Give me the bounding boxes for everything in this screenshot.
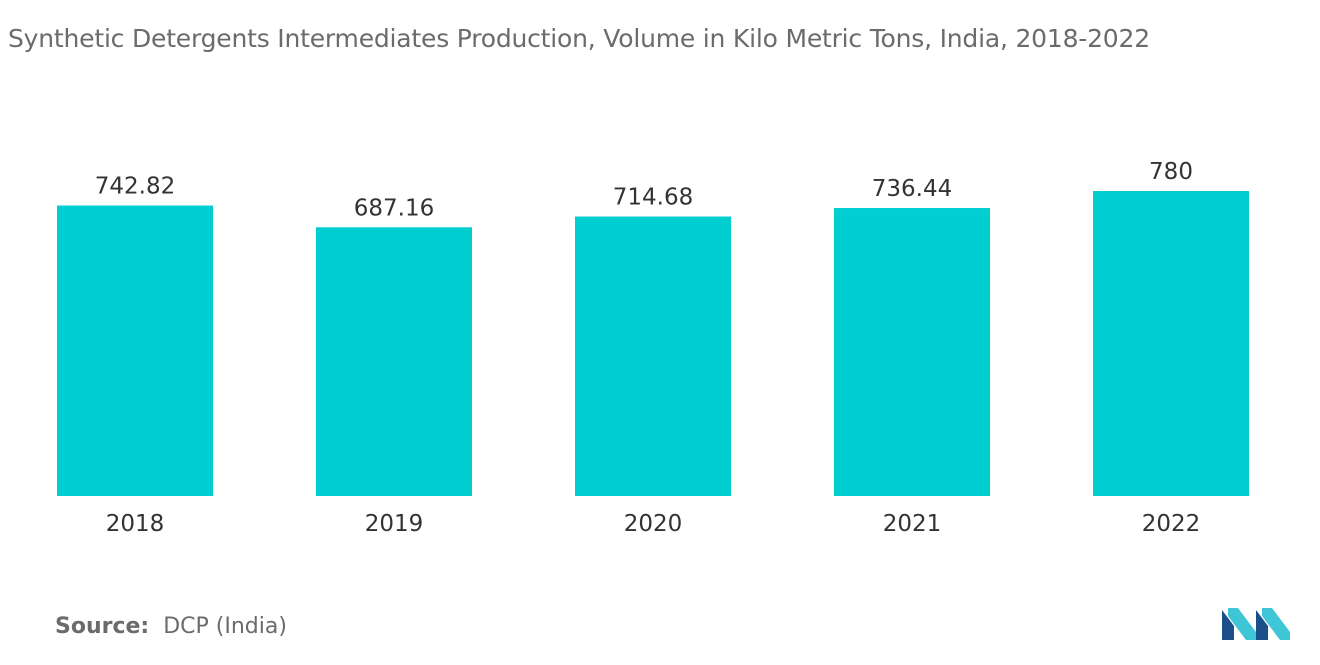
data-label-2022: 780 [1149, 159, 1193, 185]
source-text: DCP (India) [163, 614, 287, 639]
data-label-2021: 736.44 [872, 176, 952, 202]
bar-2018 [57, 205, 213, 496]
bar-chart: 742.82 687.16 714.68 736.44 780 2018 2019 2020… [57, 159, 1249, 537]
data-label-2020: 714.68 [613, 185, 693, 211]
mordor-intelligence-logo-icon [1222, 608, 1290, 640]
chart-title: Synthetic Detergents Intermediates Produ… [8, 24, 1150, 53]
source-note: Source: DCP (India) [55, 614, 287, 639]
x-tick-label-2018: 2018 [106, 511, 165, 537]
x-tick-label-2022: 2022 [1142, 511, 1201, 537]
data-label-2018: 742.82 [95, 174, 175, 200]
bar-2021 [834, 208, 990, 496]
data-label-2019: 687.16 [354, 195, 434, 221]
data-labels-layer: 742.82 687.16 714.68 736.44 780 [95, 159, 1193, 221]
x-tick-label-2020: 2020 [624, 511, 683, 537]
x-tick-labels-layer: 2018 2019 2020 2021 2022 [106, 511, 1201, 537]
bar-2019 [316, 227, 472, 496]
bar-2022 [1093, 191, 1249, 496]
bar-2020 [575, 216, 731, 496]
source-label: Source: [55, 614, 150, 639]
x-tick-label-2021: 2021 [883, 511, 942, 537]
bars-layer [57, 191, 1249, 496]
x-tick-label-2019: 2019 [365, 511, 424, 537]
